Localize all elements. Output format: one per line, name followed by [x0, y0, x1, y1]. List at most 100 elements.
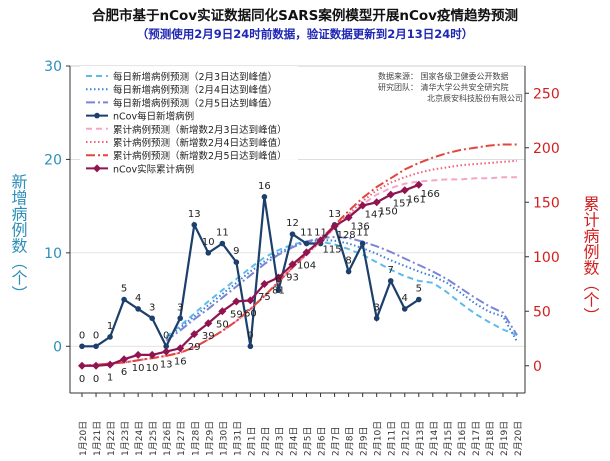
point-marker: [106, 360, 115, 369]
point-marker: [120, 355, 129, 364]
data-label-daily: 13: [328, 209, 341, 220]
point-marker: [219, 240, 226, 247]
x-tick-label: 1月31日: [232, 421, 243, 456]
x-tick-label: 2月16日: [457, 421, 468, 456]
series-line-4: [81, 176, 517, 367]
x-tick-label: 1月20日: [78, 421, 89, 456]
data-label-daily: 1: [107, 321, 113, 332]
data-label-daily: 0: [93, 330, 99, 341]
point-marker: [400, 186, 409, 195]
point-marker: [149, 315, 155, 322]
series-line-6: [81, 143, 517, 367]
data-label-cumulative: 147: [365, 210, 384, 221]
point-marker: [247, 343, 254, 350]
data-label-cumulative: 150: [379, 206, 398, 217]
right-tick-label: 250: [533, 86, 560, 102]
source-line-2: 北京辰安科技股份有限公司: [427, 93, 523, 103]
source-line-0: 数据来源： 国家各级卫健委公开数据: [378, 71, 509, 81]
data-label-daily: 11: [216, 228, 229, 239]
data-label-daily: 12: [286, 218, 299, 229]
data-label-daily: 8: [345, 256, 351, 267]
x-tick-label: 2月18日: [485, 421, 496, 456]
point-marker: [218, 307, 227, 316]
point-marker: [330, 222, 339, 231]
left-tick-label: 0: [53, 339, 62, 355]
legend: 每日新增病例预测（2月3日达到峰值）每日新增病例预测（2月4日达到峰值）每日新增…: [80, 66, 298, 180]
data-label-cumulative: 6: [121, 367, 127, 378]
data-label-daily: 11: [314, 228, 327, 239]
x-tick-label: 1月22日: [106, 421, 117, 456]
source-line-1: 研究团队： 清华大学公共安全研究院: [378, 82, 509, 92]
right-axis-label: 累计病例数（个）: [581, 196, 600, 324]
data-label-daily: 16: [258, 181, 271, 192]
data-label-daily: 10: [202, 237, 215, 248]
legend-label-4: 累计病例预测（新增数2月3日达到峰值）: [113, 124, 287, 136]
point-marker: [345, 268, 352, 275]
left-axis-label: 新增病例数（个）: [9, 174, 28, 302]
data-label-daily: 4: [135, 293, 141, 304]
point-marker: [121, 296, 127, 303]
data-label-cumulative: 104: [297, 260, 316, 271]
x-tick-label: 2月14日: [429, 421, 440, 456]
right-tick-label: 200: [533, 141, 560, 157]
x-tick-label: 2月19日: [499, 421, 510, 456]
legend-label-1: 每日新增病例预测（2月4日达到峰值）: [113, 84, 277, 96]
point-marker: [176, 344, 185, 353]
data-label-daily: 0: [247, 330, 253, 341]
point-marker: [177, 315, 184, 322]
data-label-daily: 5: [121, 284, 127, 295]
x-tick-label: 1月27日: [176, 421, 187, 456]
data-label-cumulative: 29: [188, 342, 201, 353]
x-tick-label: 2月9日: [359, 427, 370, 456]
point-marker: [261, 194, 268, 200]
point-marker: [148, 350, 157, 359]
legend-label-3: nCov每日新增病例: [113, 111, 194, 123]
legend-marker: [94, 112, 100, 119]
x-tick-label: 1月23日: [120, 421, 131, 456]
x-tick-label: 2月13日: [415, 421, 426, 456]
data-label-daily: 3: [177, 302, 183, 313]
data-label-daily: 13: [188, 209, 201, 220]
point-marker: [289, 231, 296, 237]
point-marker: [387, 278, 394, 284]
x-tick-label: 2月17日: [471, 421, 482, 456]
data-label-cumulative: 136: [351, 222, 370, 233]
x-tick-label: 1月26日: [162, 421, 173, 456]
series-layer: [78, 143, 518, 370]
point-marker: [274, 273, 283, 282]
point-marker: [372, 198, 381, 207]
point-marker: [134, 350, 143, 359]
x-tick-label: 2月3日: [274, 427, 285, 456]
legend-label-0: 每日新增病例预测（2月3日达到峰值）: [113, 71, 277, 83]
point-marker: [260, 280, 269, 288]
x-tick-label: 2月2日: [260, 427, 271, 456]
data-label-daily: 7: [388, 265, 394, 276]
legend-label-6: 累计病例预测（新增数2月5日达到峰值）: [113, 150, 287, 162]
left-tick-label: 10: [44, 246, 62, 262]
point-marker: [302, 248, 311, 257]
data-label-cumulative: 13: [160, 360, 173, 371]
point-marker: [401, 306, 408, 312]
x-tick-label: 1月24日: [134, 421, 145, 456]
x-tick-label: 2月12日: [401, 421, 412, 456]
data-label-daily: 0: [163, 330, 169, 341]
x-tick-label: 2月10日: [373, 421, 384, 456]
point-marker: [232, 297, 241, 306]
data-label-cumulative: 59: [230, 309, 243, 320]
data-label-cumulative: 93: [286, 272, 299, 283]
chart-title: 合肥市基于nCov实证数据同化SARS案例模型开展nCov疫情趋势预测: [92, 8, 518, 24]
point-marker: [78, 361, 86, 370]
data-label-daily: 3: [149, 302, 155, 313]
point-marker: [344, 213, 353, 222]
point-marker: [162, 347, 171, 356]
series-line-2: [165, 235, 518, 342]
legend-label-2: 每日新增病例预测（2月5日达到峰值）: [113, 97, 277, 109]
point-marker: [205, 250, 212, 256]
data-label-daily: 4: [402, 293, 408, 304]
data-label-cumulative: 16: [174, 356, 187, 367]
x-tick-label: 2月8日: [345, 427, 356, 456]
chart-subtitle: （预测使用2月9日24时前数据，验证数据更新到2月13日24时）: [136, 27, 474, 41]
